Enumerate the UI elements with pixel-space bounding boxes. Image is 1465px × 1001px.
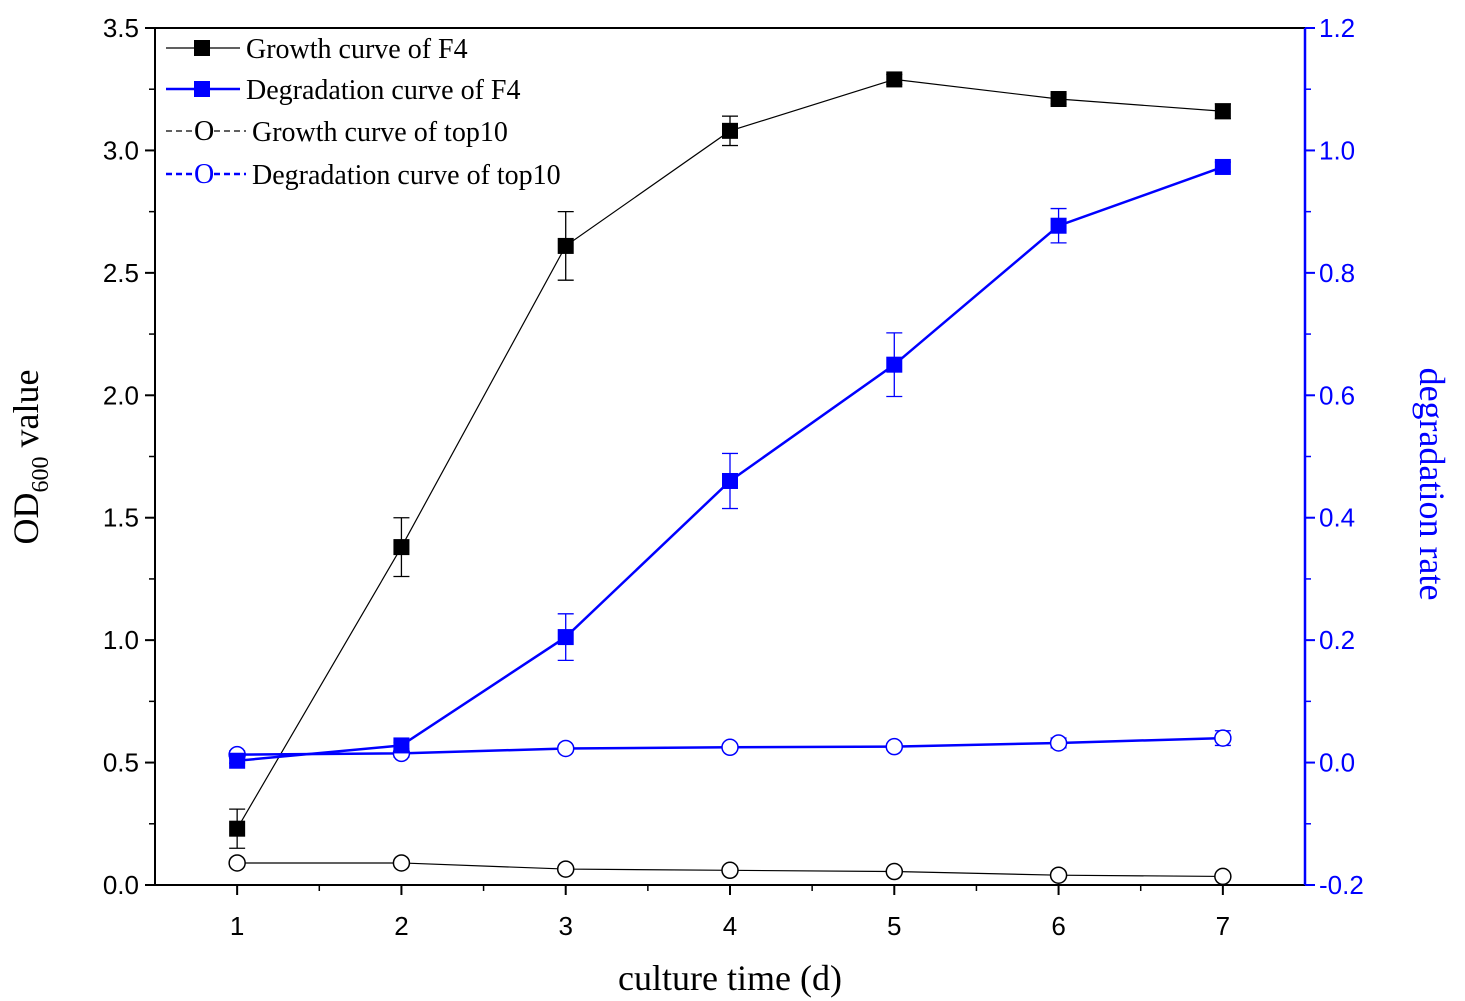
y-axis-left-title-tail: value — [6, 370, 46, 457]
data-point — [1050, 91, 1067, 108]
y-right-tick-label: 0.8 — [1319, 258, 1355, 288]
y-right-tick-label: 1.2 — [1319, 13, 1355, 43]
data-point — [1214, 158, 1231, 175]
x-tick-label: 3 — [558, 911, 572, 941]
data-point — [556, 739, 575, 758]
data-point — [1049, 866, 1068, 884]
y-right-tick-label: 0.0 — [1319, 748, 1355, 778]
data-point — [886, 356, 903, 373]
x-tick-label: 4 — [723, 911, 737, 941]
legend-entry-2: Degradation curve of F4 — [166, 75, 520, 106]
data-point — [393, 737, 410, 754]
legend-marker — [194, 40, 210, 56]
data-point — [721, 738, 739, 757]
y-axis-left-title-subscript: 600 — [28, 456, 54, 492]
y-left-tick-label: 1.5 — [103, 503, 139, 533]
data-point — [1050, 217, 1067, 234]
x-axis: 1 2 3 4 5 6 7 — [230, 885, 1230, 941]
series-3 — [228, 854, 1232, 886]
data-point — [557, 629, 574, 646]
data-point — [1049, 734, 1068, 752]
y-right-tick-label: 0.4 — [1319, 503, 1355, 533]
data-point — [229, 820, 246, 837]
y-left-tick-label: 2.5 — [103, 258, 139, 288]
y-left-tick-label: 1.0 — [103, 625, 139, 655]
x-tick-label: 5 — [887, 911, 901, 941]
y-axis-left-title: OD600 value — [6, 370, 54, 545]
data-point — [886, 71, 903, 88]
x-axis-title: culture time (d) — [618, 958, 842, 998]
y-axis-right: -0.2 0.0 0.2 0.4 0.6 0.8 1.0 1.2 — [1305, 13, 1364, 900]
x-tick-label: 1 — [230, 911, 244, 941]
legend-label: Degradation curve of top10 — [252, 160, 561, 191]
legend-label: Growth curve of top10 — [252, 117, 508, 148]
data-point — [885, 862, 904, 881]
y-axis-left: 0.0 0.5 1.0 1.5 2.0 2.5 3.0 3.5 — [103, 13, 155, 900]
y-axis-right-title: degradation rate — [1412, 368, 1452, 601]
legend-marker: O — [194, 159, 214, 190]
data-point — [556, 860, 575, 878]
data-point — [1214, 729, 1232, 747]
y-left-tick-label: 3.5 — [103, 13, 139, 43]
series-layer — [228, 71, 1232, 886]
y-right-tick-label: 0.2 — [1319, 625, 1355, 655]
x-tick-label: 7 — [1216, 911, 1230, 941]
y-right-tick-label: 0.6 — [1319, 380, 1355, 410]
y-left-tick-label: 0.5 — [103, 748, 139, 778]
y-axis-left-title-main: OD — [6, 492, 46, 544]
legend-marker — [194, 81, 210, 97]
data-point — [228, 854, 246, 872]
legend-entry-1: Growth curve of F4 — [166, 34, 468, 65]
y-left-tick-label: 0.0 — [103, 870, 139, 900]
legend-label: Growth curve of F4 — [246, 34, 468, 65]
legend-label: Degradation curve of F4 — [246, 75, 520, 106]
data-point — [557, 237, 574, 254]
y-right-tick-label: -0.2 — [1319, 870, 1364, 900]
data-point — [1214, 867, 1232, 886]
y-right-tick-label: 1.0 — [1319, 135, 1355, 165]
data-point — [392, 854, 411, 872]
legend-entry-4: O Degradation curve of top10 — [166, 159, 561, 191]
data-point — [722, 472, 738, 489]
x-tick-label: 2 — [394, 911, 408, 941]
x-tick-label: 6 — [1051, 911, 1065, 941]
data-point — [393, 539, 410, 556]
y-left-tick-label: 2.0 — [103, 380, 139, 410]
data-point — [1214, 103, 1231, 120]
legend-entry-3: O Growth curve of top10 — [166, 116, 508, 148]
series-1 — [229, 71, 1231, 849]
series-2 — [229, 158, 1231, 769]
legend-marker: O — [194, 116, 214, 147]
legend: Growth curve of F4 Degradation curve of F… — [166, 34, 561, 191]
data-point — [721, 861, 739, 880]
data-point — [722, 122, 738, 139]
data-point — [229, 752, 246, 769]
y-left-tick-label: 3.0 — [103, 135, 139, 165]
data-point — [885, 737, 904, 756]
